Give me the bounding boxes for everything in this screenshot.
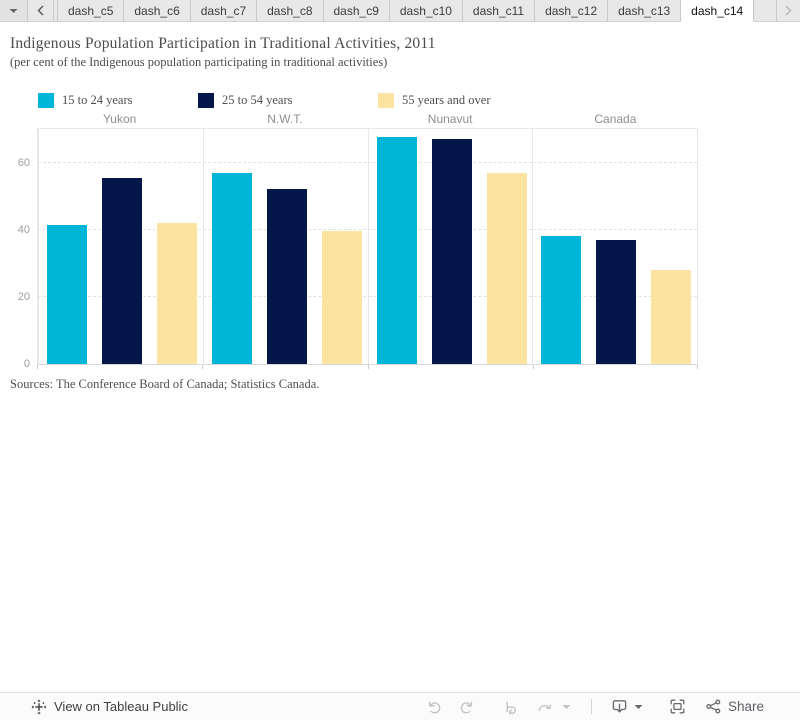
- sheet-tab-dash_c10[interactable]: dash_c10: [390, 0, 463, 21]
- share-icon: [706, 699, 721, 714]
- pane-nunavut: [367, 129, 533, 364]
- toolbar-actions: Share: [426, 698, 764, 715]
- toolbar-divider: [590, 699, 592, 714]
- scroll-tabs-right-button[interactable]: [776, 0, 800, 21]
- bar[interactable]: [596, 239, 637, 364]
- bar[interactable]: [266, 189, 307, 364]
- y-axis-tick-label: 0: [23, 358, 30, 370]
- chart-subtitle: (per cent of the Indigenous population p…: [10, 55, 388, 69]
- bar[interactable]: [102, 177, 142, 364]
- tableau-toolbar: View on Tableau Public: [0, 692, 800, 720]
- legend-item[interactable]: 15 to 24 years: [38, 93, 132, 108]
- bar[interactable]: [486, 172, 527, 364]
- plot-area: [37, 128, 698, 365]
- x-axis-tick: [202, 365, 204, 369]
- resume-icon: [538, 704, 552, 711]
- caret-down-icon: [634, 704, 643, 709]
- caret-down-icon: [9, 8, 18, 13]
- bar[interactable]: [211, 172, 252, 364]
- sheet-tabs: dash_c5 dash_c6 dash_c7 dash_c8 dash_c9 dash_…: [58, 0, 776, 22]
- sheet-tab-dash_c11[interactable]: dash_c11: [463, 0, 536, 21]
- sheet-tab-bar: dash_c5 dash_c6 dash_c7 dash_c8 dash_c9 dash_…: [0, 0, 800, 22]
- view-on-tableau-public-label: View on Tableau Public: [54, 699, 188, 714]
- download-icon: [612, 700, 627, 713]
- replay-button[interactable]: [503, 699, 519, 715]
- x-axis-tick: [697, 365, 698, 369]
- undo-icon: [428, 701, 441, 713]
- bar[interactable]: [321, 231, 362, 364]
- sheet-tab-dash_c9[interactable]: dash_c9: [324, 0, 390, 21]
- scroll-tabs-left-button[interactable]: [28, 0, 54, 21]
- pane-nwt: [202, 129, 368, 364]
- undo-button[interactable]: [426, 699, 442, 715]
- tableau-logo-icon: [31, 699, 47, 714]
- legend-label: 15 to 24 years: [62, 93, 133, 107]
- legend-label: 25 to 54 years: [222, 93, 293, 107]
- sheet-tab-dash_c12[interactable]: dash_c12: [535, 0, 609, 21]
- sheet-tab-dash_c8[interactable]: dash_c8: [257, 0, 324, 21]
- y-axis-tick-label: 40: [17, 223, 30, 236]
- replay-icon: [506, 701, 516, 714]
- download-options-button[interactable]: [634, 704, 643, 710]
- view-on-tableau-public-link[interactable]: View on Tableau Public: [31, 699, 188, 715]
- resume-options-button[interactable]: [562, 704, 571, 710]
- redo-button[interactable]: [459, 699, 475, 715]
- sheet-tab-dash_c5[interactable]: dash_c5: [58, 0, 125, 21]
- chevron-right-icon: [785, 5, 792, 16]
- y-axis-tick-label: 20: [17, 290, 30, 303]
- bar[interactable]: [376, 137, 417, 364]
- legend-label: 55 years and over: [402, 93, 491, 107]
- sheet-tab-dash_c7[interactable]: dash_c7: [191, 0, 258, 21]
- bar[interactable]: [157, 223, 197, 364]
- legend-swatch: [38, 93, 54, 108]
- sheet-tab-dash_c13[interactable]: dash_c13: [608, 0, 682, 21]
- tab-bar-separator: [54, 0, 58, 21]
- chart-title: Indigenous Population Participation in T…: [10, 35, 436, 52]
- sheet-tab-dash_c6[interactable]: dash_c6: [124, 0, 191, 21]
- resume-button[interactable]: [536, 699, 553, 715]
- x-axis-tick: [367, 365, 369, 369]
- x-axis-tick: [37, 365, 38, 369]
- pane-canada: [532, 129, 697, 364]
- legend-swatch: [198, 93, 214, 108]
- chevron-left-icon: [37, 5, 44, 16]
- share-label: Share: [727, 699, 764, 714]
- category-label: N.W.T.: [267, 112, 303, 126]
- redo-icon: [460, 701, 473, 713]
- category-label: Nunavut: [427, 112, 473, 126]
- legend-item[interactable]: 55 years and over: [378, 93, 491, 108]
- legend: 15 to 24 years 25 to 54 years 55 years and…: [0, 93, 800, 109]
- category-label: Canada: [594, 112, 637, 126]
- legend-swatch: [378, 93, 394, 108]
- pane-yukon: [38, 129, 203, 364]
- caret-down-icon: [562, 704, 571, 709]
- sheet-list-dropdown-button[interactable]: [0, 0, 28, 21]
- legend-item[interactable]: 25 to 54 years: [198, 93, 292, 108]
- category-label: Yukon: [102, 112, 137, 126]
- fullscreen-icon: [670, 699, 685, 714]
- x-axis-tick: [532, 365, 534, 369]
- bar[interactable]: [651, 270, 692, 364]
- download-button[interactable]: [611, 698, 628, 715]
- source-note: Sources: The Conference Board of Canada;…: [10, 377, 320, 391]
- bar[interactable]: [47, 224, 87, 364]
- bar-chart: Yukon N.W.T. Nunavut Canada 0 20 40 60: [0, 109, 800, 371]
- bar[interactable]: [541, 236, 582, 364]
- share-button[interactable]: Share: [705, 698, 764, 715]
- y-axis-tick-label: 60: [17, 156, 30, 169]
- bar[interactable]: [431, 139, 472, 364]
- sheet-tab-dash_c14[interactable]: dash_c14: [681, 0, 755, 22]
- fullscreen-button[interactable]: [669, 698, 686, 715]
